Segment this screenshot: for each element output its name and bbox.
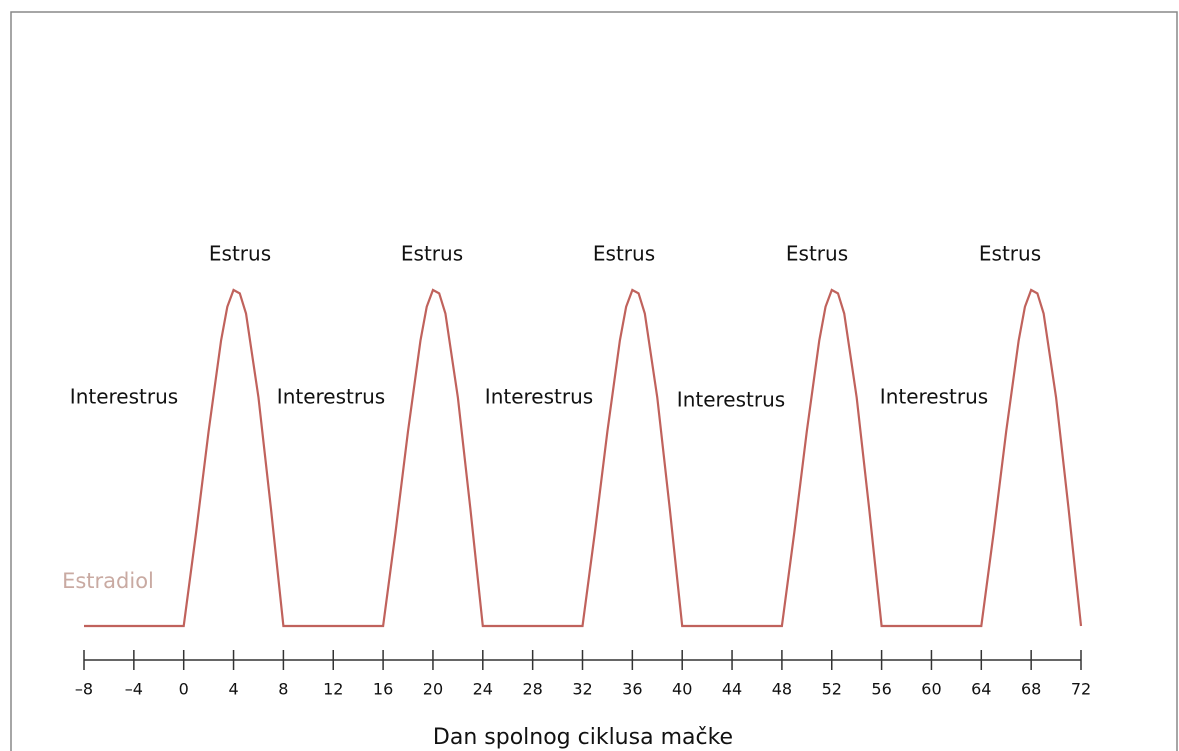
x-tick-label: 4 [228,680,238,699]
x-tick-label: 12 [323,680,343,699]
frame [10,11,1178,751]
annotation: Interestrus [880,385,988,409]
x-tick-label: 36 [622,680,642,699]
x-tick-label: 24 [473,680,493,699]
x-tick-label: 44 [722,680,742,699]
annotation: Interestrus [70,385,178,409]
x-label: Dan spolnog ciklusa mačke [433,725,733,750]
annotation: Estrus [401,242,463,266]
x-tick-label: 48 [772,680,792,699]
y-label: Estradiol [62,569,154,593]
x-tick-label: –4 [125,680,143,699]
annotation: Estrus [593,242,655,266]
x-tick-label: 16 [373,680,393,699]
x-tick-label: 40 [672,680,692,699]
x-tick-label: 64 [971,680,991,699]
x-tick-label: 52 [822,680,842,699]
annotation: Interestrus [485,385,593,409]
x-tick-label: –8 [75,680,93,699]
x-tick-label: 20 [423,680,443,699]
annotation: Estrus [979,242,1041,266]
x-tick-label: 32 [572,680,592,699]
annotation: Estrus [209,242,271,266]
x-tick-label: 68 [1021,680,1041,699]
line [84,288,1083,628]
annotation: Interestrus [277,385,385,409]
x-tick-label: 0 [179,680,189,699]
x-tick-label: 28 [522,680,542,699]
x-tick-label: 72 [1071,680,1091,699]
annotation: Estrus [786,242,848,266]
x-tick-label: 56 [871,680,891,699]
annotation: Interestrus [677,388,785,412]
x-tick-label: 60 [921,680,941,699]
x-tick-label: 8 [278,680,288,699]
